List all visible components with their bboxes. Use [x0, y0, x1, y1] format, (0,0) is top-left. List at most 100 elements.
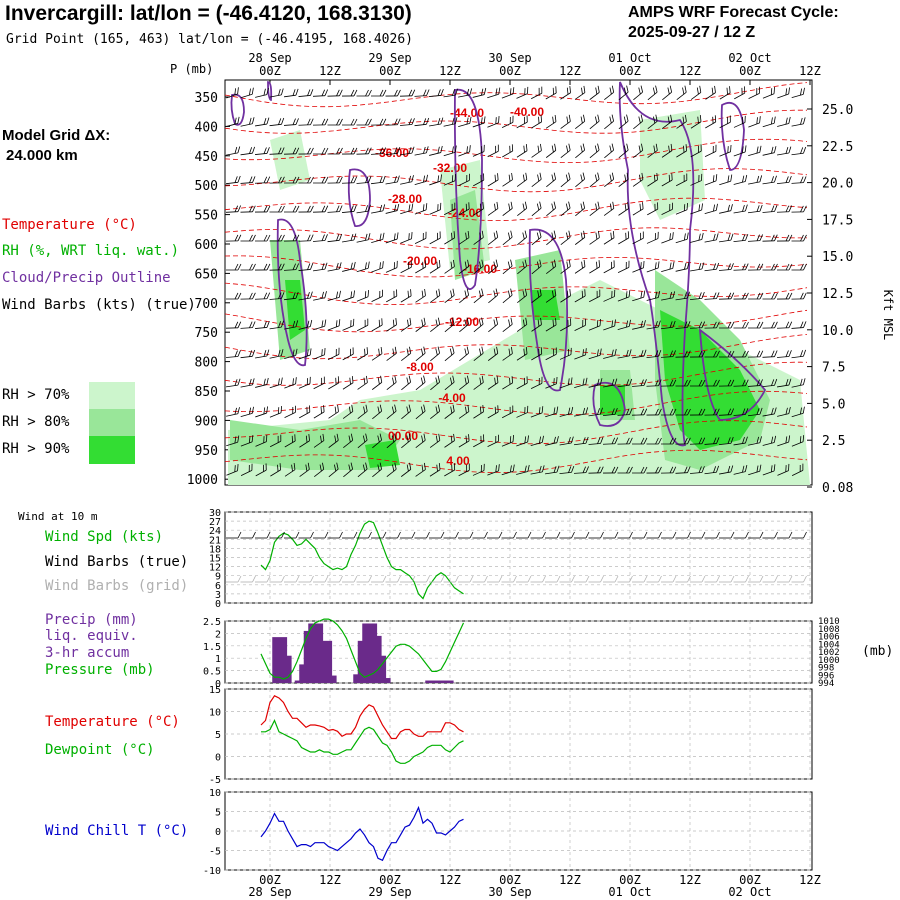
wind-barb: [516, 86, 529, 99]
wind-barb: [704, 465, 720, 475]
wind-barb-flag: [466, 317, 469, 325]
wind-barb-flag: [566, 261, 569, 269]
wind-barb-flag: [422, 232, 424, 240]
wind-barb-flag: [234, 117, 237, 125]
wind-barb-flag: [713, 437, 717, 444]
wind-barb: [240, 87, 254, 99]
wind-barb-flag: [467, 375, 470, 383]
wind-barb-shaft: [400, 469, 412, 477]
wind-barb-shaft: [386, 410, 397, 420]
wind-barb-flag: [803, 234, 807, 242]
wind-barb: [776, 263, 793, 271]
wind-barb-shaft: [356, 182, 369, 184]
wind-barb-flag: [450, 406, 453, 414]
dewpoint-line: [261, 719, 464, 764]
wind-barb-flag: [655, 437, 659, 445]
wind-barb: [617, 437, 633, 445]
wind-barb-flag: [683, 233, 686, 241]
wind-barb-shaft: [414, 238, 427, 244]
wind-barb-shaft: [560, 121, 571, 129]
wind-barb-flag: [394, 433, 397, 441]
wind-barb-shaft: [298, 240, 311, 242]
wind-barb-shaft: [661, 267, 673, 273]
wind-barb-flag: [368, 147, 372, 154]
legend-barbs-grid: Wind Barbs (grid): [45, 578, 189, 594]
surface-wind-barb: [661, 531, 677, 539]
wind-barb-flag: [266, 205, 271, 213]
wind-barb-flag: [292, 89, 296, 96]
wind-barb: [748, 464, 762, 476]
wind-barb: [632, 261, 645, 273]
wind-barb-flag: [321, 349, 323, 356]
wind-barb-flag: [600, 437, 604, 444]
wind-barb: [284, 88, 299, 98]
wind-barb-flag: [480, 435, 482, 443]
wind10-label: Wind at 10 m: [18, 510, 98, 523]
wind-barb-shaft: [444, 352, 455, 362]
wind-barb: [733, 292, 749, 300]
wind-barb-shaft: [399, 124, 413, 126]
wind-barb-shaft: [646, 297, 659, 301]
wind-barb-flag: [449, 348, 453, 356]
wind-barb: [328, 404, 339, 419]
wind-barb: [690, 203, 703, 215]
wind-barb: [284, 405, 296, 418]
wind-speed-line: [260, 520, 464, 600]
wind-barb-shaft: [372, 410, 382, 420]
wind-barb-shaft: [791, 384, 804, 388]
wind-barb: [675, 350, 691, 358]
wind-barb: [299, 405, 311, 419]
wind-barb-shaft: [574, 295, 586, 303]
surface-wind-barb: [313, 531, 329, 539]
wind-barb: [299, 434, 310, 448]
wind-barb-flag: [759, 321, 764, 329]
wind-barb-flag: [365, 176, 369, 183]
wind-barb-shaft: [661, 179, 673, 187]
wind-barb-flag: [237, 531, 242, 539]
wind-barb-flag: [449, 319, 453, 327]
wind-barb-shaft: [632, 267, 644, 273]
wind-barb-shaft: [283, 269, 297, 271]
wind-barb-flag: [585, 436, 589, 444]
wind-barb-flag: [438, 433, 441, 441]
wind-barb-flag: [468, 463, 470, 471]
wind-barb-shaft: [776, 211, 790, 213]
wind-barb-shaft: [560, 207, 571, 217]
wind-barb-flag: [614, 575, 619, 583]
wind-barb-flag: [701, 203, 703, 211]
wind-barb-shaft: [689, 327, 703, 329]
wind-barb-shaft: [473, 179, 484, 187]
wind-barb-shaft: [342, 411, 354, 419]
wind-barb-flag: [338, 290, 341, 298]
wind-barb-shaft: [401, 381, 411, 391]
wind-barb: [472, 144, 485, 157]
wind-barb-flag: [745, 379, 749, 386]
wind-barb-shaft: [299, 440, 310, 448]
wind-barb: [559, 377, 573, 389]
wind-barb-shaft: [574, 92, 586, 100]
wind-barb-flag: [310, 531, 314, 539]
wind-barb-flag: [308, 434, 310, 441]
wind-barb: [675, 321, 691, 329]
wind-barb: [660, 320, 676, 330]
wind-barb: [283, 147, 300, 155]
wind-barb-flag: [788, 116, 791, 124]
wind-barb-flag: [629, 575, 633, 583]
wind-barb-flag: [310, 575, 314, 583]
grid-wind-barb: [733, 575, 749, 583]
wind-barb: [675, 379, 691, 387]
wind-barb: [748, 86, 760, 99]
wind-barb-flag: [756, 292, 761, 300]
wind-barb-flag: [509, 116, 511, 124]
wind-barb-shaft: [226, 384, 238, 388]
wind-barb-shaft: [341, 182, 355, 184]
wind-barb-flag: [420, 348, 424, 356]
wind-barb-flag: [423, 404, 426, 412]
wind-barb: [225, 263, 242, 271]
wind-barb: [415, 346, 426, 362]
wind-barb: [298, 234, 314, 242]
wind-barb-flag: [684, 379, 688, 387]
wind-barb: [689, 321, 706, 329]
wind-barb-flag: [569, 86, 571, 93]
wind-barb-flag: [397, 118, 401, 125]
